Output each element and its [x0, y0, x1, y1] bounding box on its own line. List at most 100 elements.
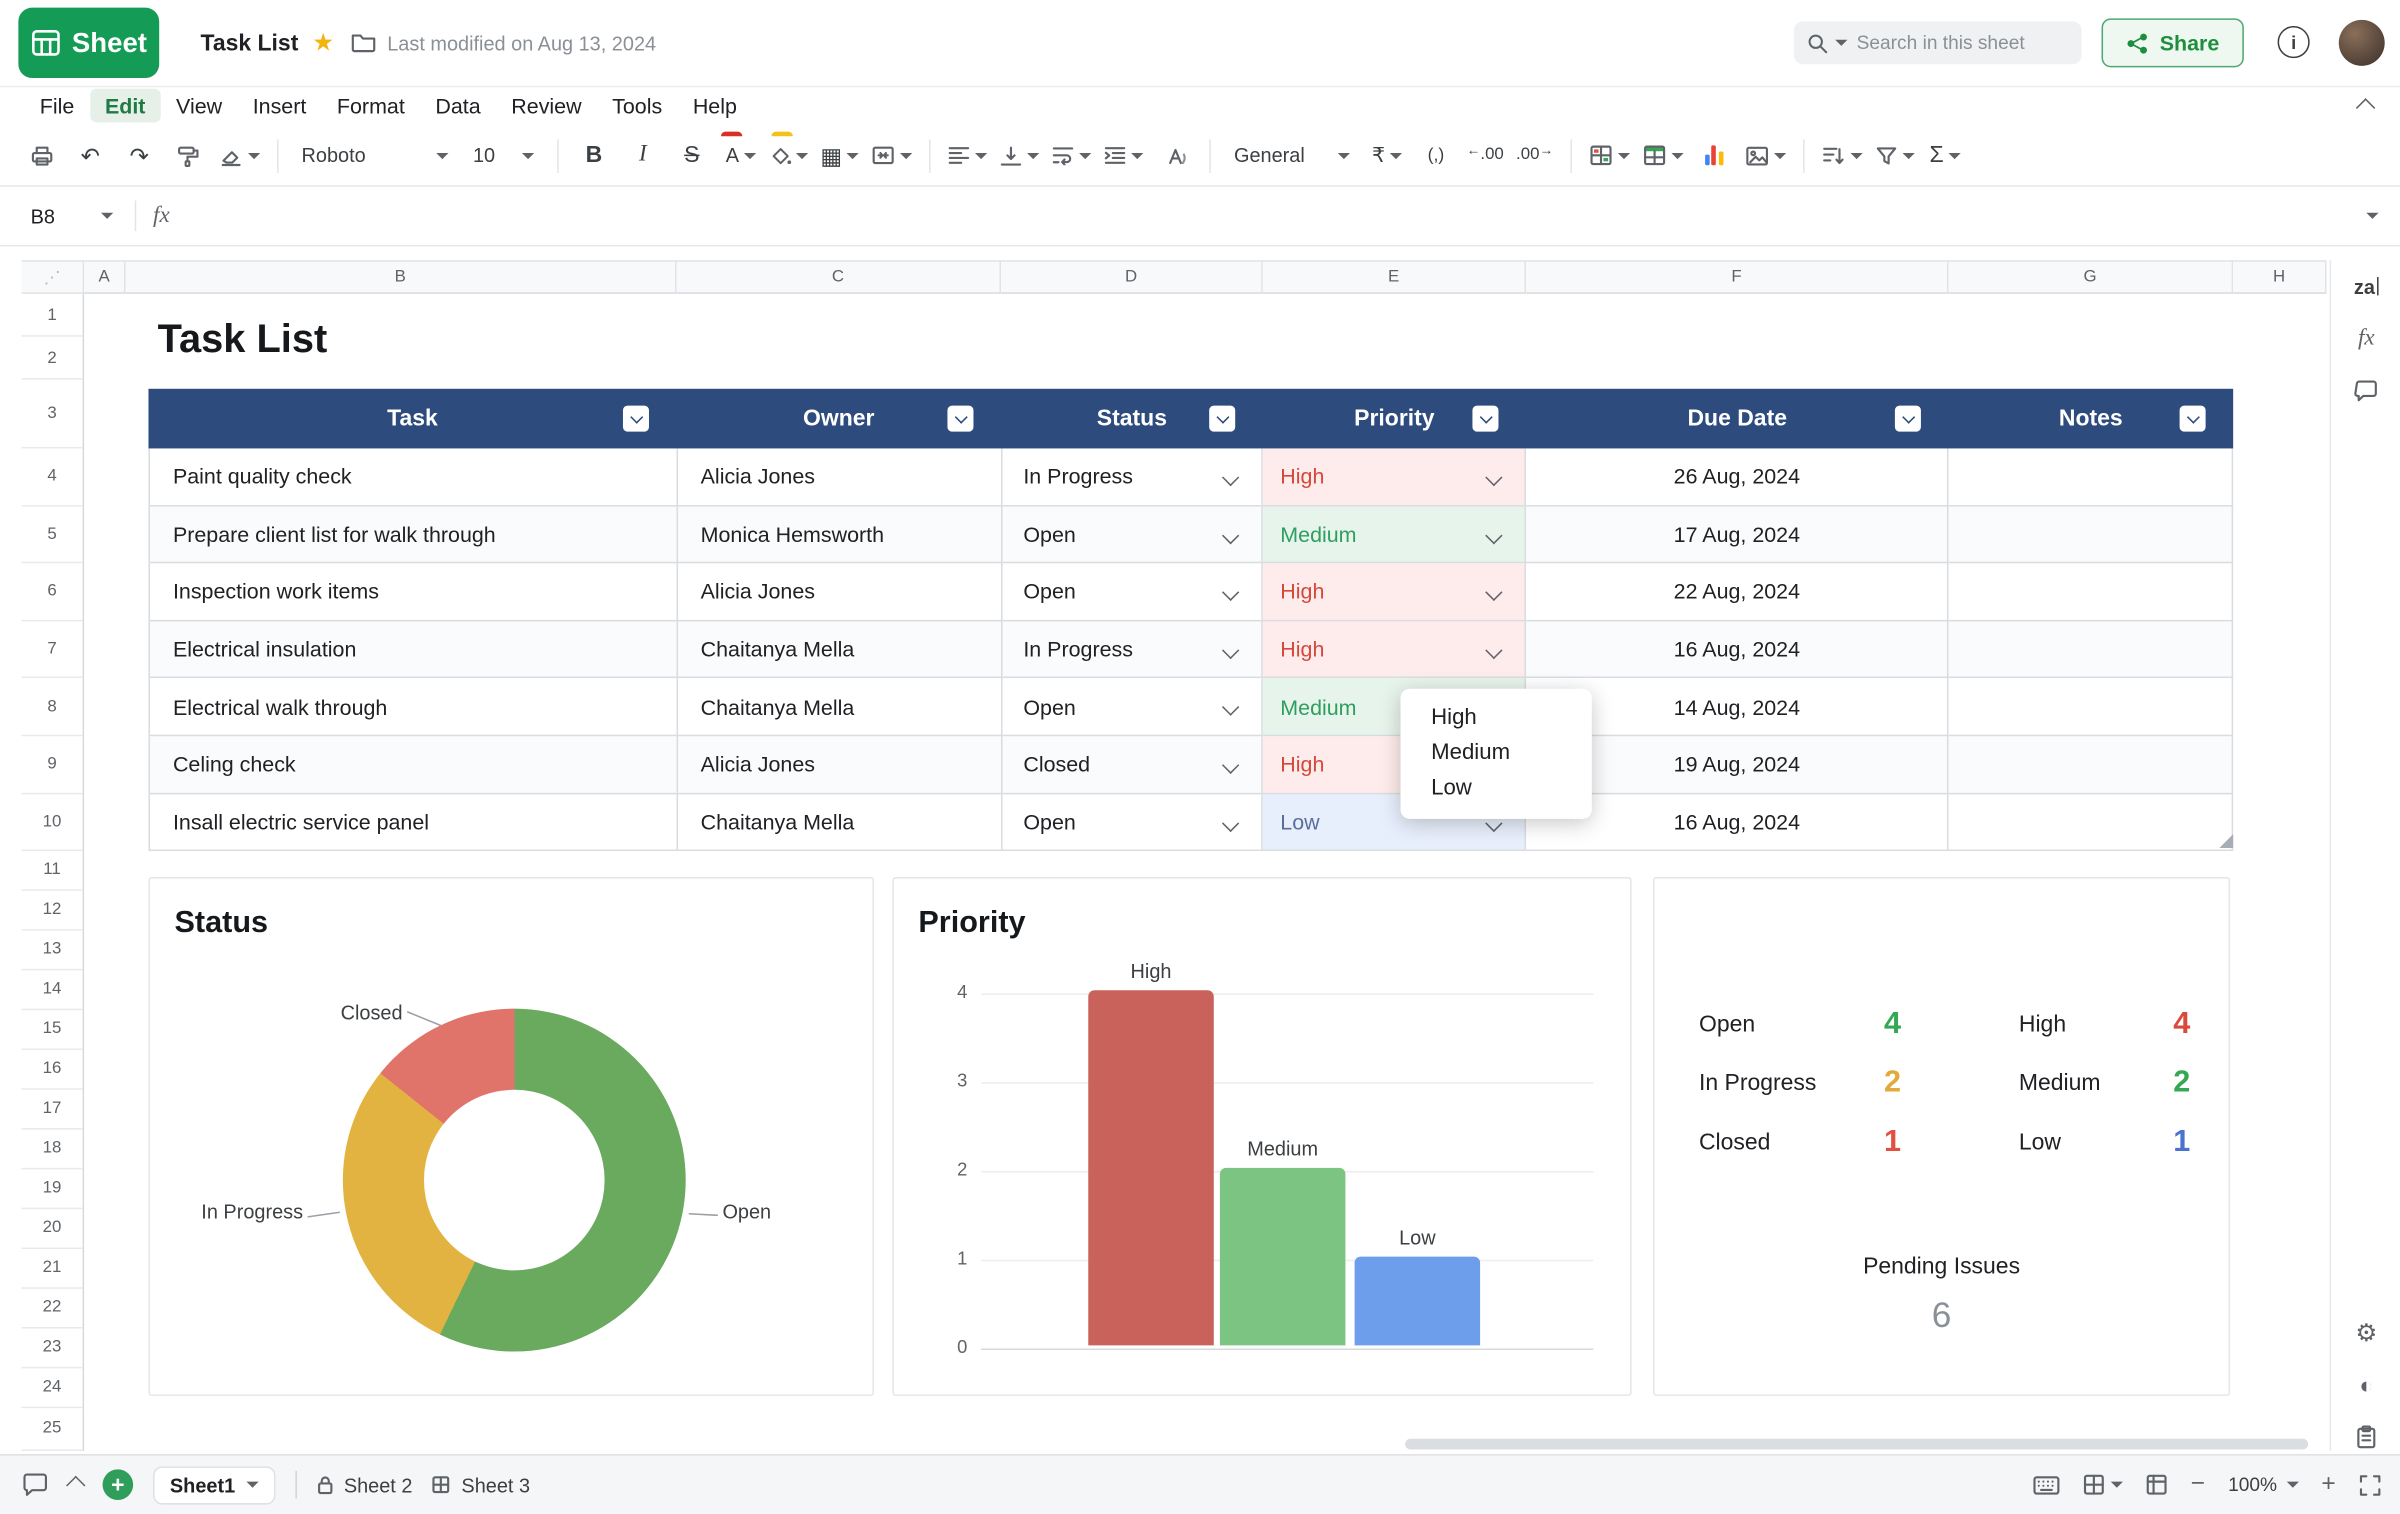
bold-button[interactable]: B	[571, 135, 617, 175]
borders-button[interactable]: ▦	[816, 135, 864, 175]
column-header-D[interactable]: D	[1001, 260, 1263, 294]
table-header-status[interactable]: Status	[1001, 389, 1263, 449]
document-title[interactable]: Task List	[201, 0, 299, 86]
task-cell[interactable]: Prepare client list for walk through	[150, 506, 678, 564]
task-cell[interactable]: Paint quality check	[150, 448, 678, 506]
notes-cell[interactable]	[1949, 794, 2233, 852]
menu-edit[interactable]: Edit	[90, 89, 161, 123]
row-header-25[interactable]: 25	[21, 1408, 82, 1451]
status-chart-panel[interactable]: Status Closed In Progress Open	[148, 877, 874, 1396]
font-size-select[interactable]: 10	[462, 135, 545, 175]
tab-sheet1[interactable]: Sheet1	[153, 1466, 275, 1504]
conditional-format-button[interactable]	[1584, 135, 1635, 175]
row-header-2[interactable]: 2	[21, 337, 82, 380]
owner-cell[interactable]: Alicia Jones	[678, 736, 1002, 794]
row-header-1[interactable]: 1	[21, 294, 82, 337]
column-header-E[interactable]: E	[1263, 260, 1526, 294]
functions-button[interactable]: Σ	[1922, 135, 1968, 175]
sheet-search[interactable]	[1794, 21, 2082, 64]
zia-icon[interactable]: za	[2331, 266, 2400, 306]
row-header-9[interactable]: 9	[21, 736, 82, 794]
row-header-3[interactable]: 3	[21, 380, 82, 449]
avatar[interactable]	[2339, 20, 2385, 66]
theme-icon[interactable]: ◐	[2331, 1365, 2400, 1405]
sheet-list-icon[interactable]	[66, 1475, 85, 1494]
horizontal-align-button[interactable]	[943, 135, 992, 175]
print-button[interactable]	[18, 135, 64, 175]
status-cell[interactable]: In Progress	[1002, 448, 1264, 506]
strikethrough-button[interactable]: S	[669, 135, 715, 175]
menu-format[interactable]: Format	[322, 89, 420, 123]
row-header-18[interactable]: 18	[21, 1130, 82, 1170]
priority-cell[interactable]: High	[1263, 564, 1526, 622]
share-button[interactable]: Share	[2102, 18, 2244, 67]
chevron-down-icon[interactable]	[1223, 469, 1240, 486]
folder-icon[interactable]	[351, 31, 377, 54]
priority-cell[interactable]: Medium	[1263, 506, 1526, 564]
notes-cell[interactable]	[1949, 506, 2233, 564]
text-color-button[interactable]: A	[718, 135, 764, 175]
vertical-align-button[interactable]	[995, 135, 1044, 175]
row-header-10[interactable]: 10	[21, 794, 82, 851]
due-date-cell[interactable]: 17 Aug, 2024	[1527, 506, 1949, 564]
filter-button[interactable]	[947, 406, 973, 432]
settings-gear-icon[interactable]: ⚙	[2331, 1313, 2400, 1353]
status-cell[interactable]: Open	[1002, 794, 1264, 852]
chevron-down-icon[interactable]	[1486, 526, 1503, 543]
app-logo[interactable]: Sheet	[18, 8, 159, 78]
horizontal-scrollbar[interactable]	[1405, 1439, 2308, 1450]
row-header-4[interactable]: 4	[21, 448, 82, 506]
dropdown-option-high[interactable]: High	[1401, 701, 1592, 736]
task-cell[interactable]: Insall electric service panel	[150, 794, 678, 852]
column-header-F[interactable]: F	[1526, 260, 1948, 294]
fullscreen-icon[interactable]	[2359, 1473, 2382, 1496]
indent-button[interactable]	[1099, 135, 1148, 175]
column-header-C[interactable]: C	[677, 260, 1001, 294]
table-header-due-date[interactable]: Due Date	[1526, 389, 1948, 449]
decrease-decimal-button[interactable]: ←.00	[1462, 135, 1508, 175]
table-resize-handle[interactable]	[2219, 834, 2233, 848]
filter-button[interactable]	[1895, 406, 1921, 432]
font-family-select[interactable]: Roboto	[291, 135, 459, 175]
favorite-star-icon[interactable]: ★	[312, 0, 334, 86]
table-header-task[interactable]: Task	[148, 389, 676, 449]
view-options-button[interactable]	[2084, 1474, 2124, 1495]
chevron-down-icon[interactable]	[1486, 642, 1503, 659]
notes-cell[interactable]	[1949, 679, 2233, 737]
info-icon[interactable]: i	[2278, 26, 2310, 58]
row-header-20[interactable]: 20	[21, 1209, 82, 1249]
owner-cell[interactable]: Monica Hemsworth	[678, 506, 1002, 564]
owner-cell[interactable]: Alicia Jones	[678, 564, 1002, 622]
status-cell[interactable]: Open	[1002, 564, 1264, 622]
chevron-down-icon[interactable]	[1223, 584, 1240, 601]
undo-button[interactable]: ↶	[67, 135, 113, 175]
row-header-23[interactable]: 23	[21, 1328, 82, 1368]
owner-cell[interactable]: Chaitanya Mella	[678, 794, 1002, 852]
row-header-11[interactable]: 11	[21, 851, 82, 891]
row-header-7[interactable]: 7	[21, 621, 82, 679]
notes-cell[interactable]	[1949, 564, 2233, 622]
format-painter-button[interactable]	[165, 135, 211, 175]
currency-format-button[interactable]: ₹	[1364, 135, 1410, 175]
column-header-G[interactable]: G	[1948, 260, 2233, 294]
summary-panel[interactable]: Open4In Progress2Closed1 High4Medium2Low…	[1653, 877, 2230, 1396]
chevron-down-icon[interactable]	[1223, 814, 1240, 831]
insert-image-button[interactable]	[1740, 135, 1791, 175]
due-date-cell[interactable]: 16 Aug, 2024	[1527, 621, 1949, 679]
comments-icon[interactable]	[21, 1472, 49, 1496]
fill-color-button[interactable]	[767, 135, 813, 175]
row-header-12[interactable]: 12	[21, 891, 82, 931]
clipboard-icon[interactable]	[2331, 1417, 2400, 1457]
filter-toolbar-button[interactable]	[1870, 135, 1919, 175]
filter-button[interactable]	[2180, 406, 2206, 432]
add-sheet-button[interactable]: +	[103, 1469, 134, 1500]
clear-format-button[interactable]	[214, 135, 265, 175]
row-header-8[interactable]: 8	[21, 679, 82, 737]
status-cell[interactable]: Open	[1002, 506, 1264, 564]
row-header-6[interactable]: 6	[21, 564, 82, 622]
task-cell[interactable]: Electrical walk through	[150, 679, 678, 737]
tab-sheet2[interactable]: Sheet 2	[316, 1473, 412, 1496]
table-header-notes[interactable]: Notes	[1948, 389, 2233, 449]
row-header-16[interactable]: 16	[21, 1050, 82, 1090]
row-header-19[interactable]: 19	[21, 1169, 82, 1209]
